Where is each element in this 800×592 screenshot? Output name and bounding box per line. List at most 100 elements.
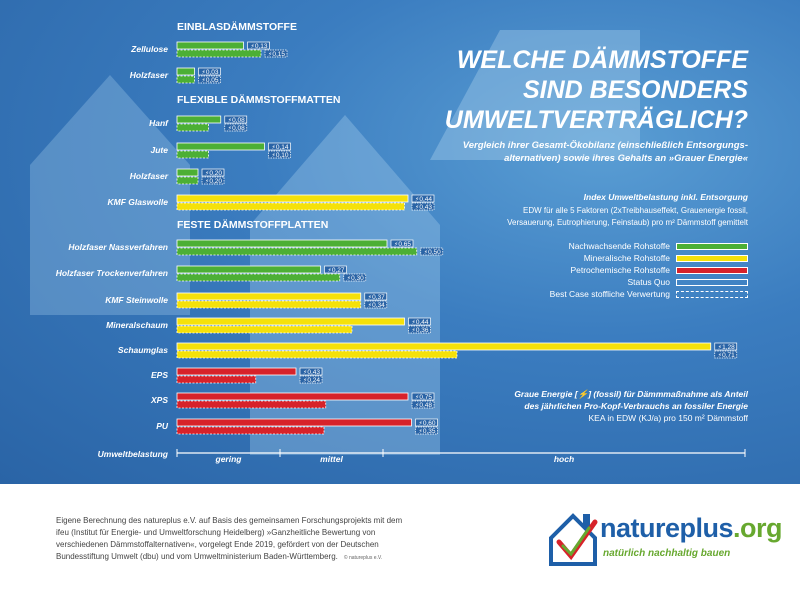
bar-best-case xyxy=(176,273,341,282)
energy-box-best-case xyxy=(714,350,738,359)
legend-swatch-solid-outline xyxy=(676,278,748,286)
background-house-left xyxy=(30,75,190,315)
row-label: Mineralschaum xyxy=(106,320,168,330)
lightning-icon: ⚡ xyxy=(328,267,332,274)
row-label: EPS xyxy=(151,370,168,380)
bar-status-quo xyxy=(176,342,712,351)
energy-box-best-case xyxy=(299,375,323,384)
energy-value: 0,14 xyxy=(276,144,289,151)
footer-line: verschiedenen Dämmstoffalternativen«, vo… xyxy=(56,540,379,549)
energy-box-status-quo xyxy=(268,142,291,151)
scale-label: hoch xyxy=(554,454,574,464)
graue-energie-line-3: KEA in EDW (KJ/a) pro 150 m² Dämmstoff xyxy=(588,413,749,423)
legend-title: Index Umweltbelastung inkl. Entsorgung xyxy=(583,192,748,202)
bar-best-case xyxy=(176,300,362,309)
bar-best-case xyxy=(176,49,262,58)
scale-label: mittel xyxy=(320,454,343,464)
energy-value: 0,44 xyxy=(416,319,429,326)
lightning-icon: ⚡ xyxy=(718,352,722,359)
lightning-icon: ⚡ xyxy=(205,170,209,177)
row-label: Jute xyxy=(151,145,169,155)
bar-status-quo xyxy=(176,168,199,177)
legend-item: Status Quo xyxy=(480,276,748,288)
legend-swatch-red xyxy=(676,266,748,274)
energy-box-status-quo xyxy=(390,239,414,248)
energy-box-status-quo xyxy=(247,41,270,50)
energy-box-best-case xyxy=(343,273,367,282)
energy-value: 0,20 xyxy=(209,170,222,177)
footer-source-note: Eigene Berechnung des natureplus e.V. au… xyxy=(56,515,416,564)
energy-box-best-case xyxy=(364,300,388,309)
legend-label: Mineralische Rohstoffe xyxy=(583,253,670,263)
energy-box-status-quo xyxy=(198,67,221,76)
lightning-icon: ⚡ xyxy=(415,204,419,211)
row-label: KMF Glaswolle xyxy=(108,197,169,207)
energy-value: 0,43 xyxy=(307,369,320,376)
footer-line: Bundesstiftung Umwelt (dbu) und vom Umwe… xyxy=(56,552,338,561)
row-label: Holzfaser Nassverfahren xyxy=(68,242,168,252)
bar-status-quo xyxy=(176,317,405,326)
row-label: Hanf xyxy=(149,118,169,128)
energy-value: 0,34 xyxy=(372,302,385,309)
bar-best-case xyxy=(176,375,257,384)
energy-box-best-case xyxy=(198,75,221,84)
lightning-icon: ⚡ xyxy=(303,369,307,376)
energy-value: 0,75 xyxy=(419,394,432,401)
lightning-icon: ⚡ xyxy=(228,117,232,124)
row-label: Holzfaser xyxy=(130,70,169,80)
lightning-icon: ⚡ xyxy=(718,344,722,351)
energy-box-status-quo xyxy=(224,115,248,124)
energy-value: 1,28 xyxy=(722,344,735,351)
energy-box-best-case xyxy=(268,150,291,159)
lightning-icon: ⚡ xyxy=(202,69,206,76)
bar-status-quo xyxy=(176,41,244,50)
bar-best-case xyxy=(176,123,209,132)
legend-label: Best Case stoffliche Verwertung xyxy=(549,289,670,299)
axis-label: Umweltbelastung xyxy=(98,449,169,459)
lightning-icon: ⚡ xyxy=(368,302,372,309)
footer-line: ifeu (Institut für Energie- und Umweltfo… xyxy=(56,528,376,537)
energy-value: 0,15 xyxy=(272,51,285,58)
lightning-icon: ⚡ xyxy=(415,196,419,203)
energy-box-status-quo xyxy=(364,292,388,301)
lightning-icon: ⚡ xyxy=(415,394,419,401)
legend: Index Umweltbelastung inkl. Entsorgung E… xyxy=(480,192,748,300)
energy-box-best-case xyxy=(201,176,225,185)
energy-box-best-case xyxy=(420,247,444,256)
energy-value: 0,05 xyxy=(206,77,219,84)
infographic-panel: EINBLASDÄMMSTOFFE Zellulose ⚡ 0,13 ⚡ 0,15 Holz… xyxy=(0,0,800,484)
legend-label: Petrochemische Rohstoffe xyxy=(570,265,670,275)
row-label: PU xyxy=(156,421,169,431)
logo-word-suffix: .org xyxy=(733,513,783,543)
lightning-icon: ⚡ xyxy=(419,420,423,427)
energy-box-best-case xyxy=(408,325,431,334)
lightning-icon: ⚡ xyxy=(272,144,276,151)
energy-box-status-quo xyxy=(415,418,438,427)
energy-box-best-case xyxy=(264,49,288,58)
bar-status-quo xyxy=(176,392,409,401)
footer-line: Eigene Berechnung des natureplus e.V. au… xyxy=(56,516,403,525)
energy-value: 0,36 xyxy=(416,327,429,334)
bar-best-case xyxy=(176,150,209,159)
page-title: WELCHE DÄMMSTOFFE SIND BESONDERS UMWELTV… xyxy=(430,45,748,135)
row-label: Holzfaser xyxy=(130,171,169,181)
lightning-icon: ⚡ xyxy=(412,319,416,326)
energy-value: 0,13 xyxy=(255,43,268,50)
energy-box-status-quo xyxy=(299,367,323,376)
legend-swatch-yellow xyxy=(676,254,748,262)
lightning-icon: ⚡ xyxy=(415,402,419,409)
row-label: XPS xyxy=(150,395,168,405)
energy-value: 0,24 xyxy=(307,377,320,384)
bar-best-case xyxy=(176,202,405,211)
energy-value: 0,50 xyxy=(428,249,441,256)
lightning-icon: ⚡ xyxy=(419,428,423,435)
bar-best-case xyxy=(176,400,327,409)
graue-energie-line-2: des jährlichen Pro-Kopf-Verbrauchs an fo… xyxy=(524,401,748,411)
lightning-icon: ⚡ xyxy=(251,43,255,50)
lightning-icon: ⚡ xyxy=(228,125,232,132)
energy-value: 0,27 xyxy=(332,267,345,274)
bar-best-case xyxy=(176,426,325,435)
lightning-icon: ⚡ xyxy=(368,294,372,301)
legend-label: Status Quo xyxy=(627,277,670,287)
